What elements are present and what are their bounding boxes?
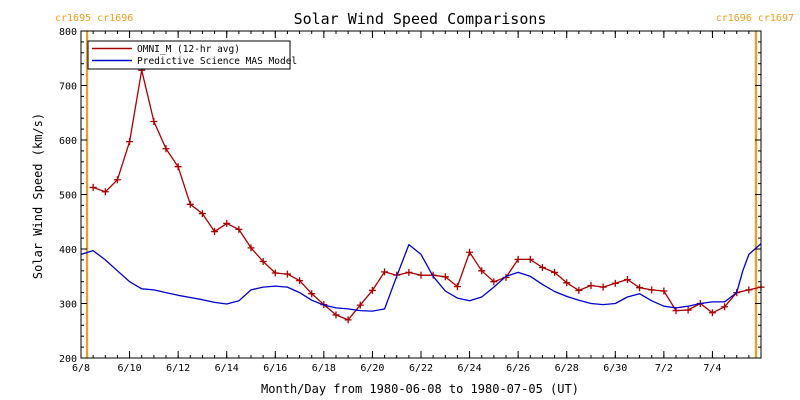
x-tick-label: 6/16 <box>263 363 287 374</box>
data-point <box>575 286 583 294</box>
data-point <box>526 255 534 263</box>
chart-title: Solar Wind Speed Comparisons <box>294 10 547 28</box>
data-point <box>502 273 510 281</box>
y-axis-label: Solar Wind Speed (km/s) <box>31 113 45 279</box>
data-point <box>599 283 607 291</box>
x-tick-label: 6/22 <box>409 363 433 374</box>
data-point <box>247 244 255 252</box>
series-line-1 <box>80 243 762 312</box>
data-point <box>490 278 498 286</box>
data-point <box>745 286 753 294</box>
y-tick-label: 300 <box>59 300 77 311</box>
axes: 200 300 400 500 600 700 800 6/8 6/10 6/12 6/14 6/16… <box>59 27 762 374</box>
data-point <box>611 279 619 287</box>
legend: OMNI_M (12-hr avg) Predictive Science MA… <box>87 40 297 70</box>
x-tick-label: 6/8 <box>72 363 90 374</box>
data-point <box>684 306 692 314</box>
x-tick-label: 6/26 <box>506 363 530 374</box>
data-point <box>478 267 486 275</box>
y-tick-label: 400 <box>59 245 77 256</box>
data-point <box>623 276 631 284</box>
x-tick-label: 6/28 <box>555 363 579 374</box>
data-point <box>211 228 219 236</box>
x-tick-label: 6/20 <box>360 363 384 374</box>
data-point <box>332 311 340 319</box>
data-point <box>453 283 461 291</box>
data-point <box>113 176 121 184</box>
x-axis-label: Month/Day from 1980-06-08 to 1980-07-05 … <box>261 382 579 396</box>
data-point <box>368 286 376 294</box>
data-point <box>466 248 474 256</box>
data-point <box>563 279 571 287</box>
data-point <box>235 225 243 233</box>
data-point <box>198 210 206 218</box>
y-tick-label: 200 <box>59 354 77 365</box>
x-tick-label: 6/30 <box>603 363 627 374</box>
y-tick-label: 800 <box>59 27 77 38</box>
data-point <box>417 271 425 279</box>
data-point <box>150 117 158 125</box>
data-point <box>223 219 231 227</box>
data-point <box>551 268 559 276</box>
x-tick-label: 6/12 <box>166 363 190 374</box>
data-point <box>441 273 449 281</box>
data-point <box>296 277 304 285</box>
data-point <box>344 316 352 324</box>
data-point <box>126 138 134 146</box>
y-tick-label: 500 <box>59 191 77 202</box>
x-tick-label: 7/4 <box>703 363 721 374</box>
data-point <box>356 301 364 309</box>
data-point <box>636 284 644 292</box>
legend-label-omni: OMNI_M (12-hr avg) <box>137 44 240 55</box>
data-point <box>405 268 413 276</box>
y-tick-label: 700 <box>59 82 77 93</box>
series-layer <box>80 66 765 324</box>
data-point <box>174 163 182 171</box>
data-point <box>660 287 668 295</box>
data-point <box>587 282 595 290</box>
data-point <box>721 303 729 311</box>
x-tick-label: 7/2 <box>655 363 673 374</box>
data-point <box>186 200 194 208</box>
data-point <box>308 290 316 298</box>
data-point <box>514 255 522 263</box>
data-point <box>101 188 109 196</box>
x-tick-label: 6/10 <box>118 363 142 374</box>
y-tick-label: 600 <box>59 136 77 147</box>
data-point <box>89 183 97 191</box>
data-point <box>271 269 279 277</box>
series-0 <box>89 66 765 324</box>
carrington-marker-label: cr1695 cr1696 <box>55 13 133 24</box>
data-point <box>162 145 170 153</box>
data-point <box>283 270 291 278</box>
data-point <box>648 286 656 294</box>
plot-frame <box>80 30 762 359</box>
x-tick-label: 6/14 <box>215 363 239 374</box>
data-point <box>538 264 546 272</box>
legend-label-mas: Predictive Science MAS Model <box>137 56 297 67</box>
data-point <box>381 268 389 276</box>
x-tick-label: 6/18 <box>312 363 336 374</box>
series-1 <box>80 243 762 312</box>
carrington-marker-label: cr1696 cr1697 <box>716 13 794 24</box>
legend-box <box>87 40 291 70</box>
x-tick-label: 6/24 <box>458 363 482 374</box>
data-point <box>259 258 267 266</box>
series-line-0 <box>92 69 762 321</box>
data-point <box>708 309 716 317</box>
